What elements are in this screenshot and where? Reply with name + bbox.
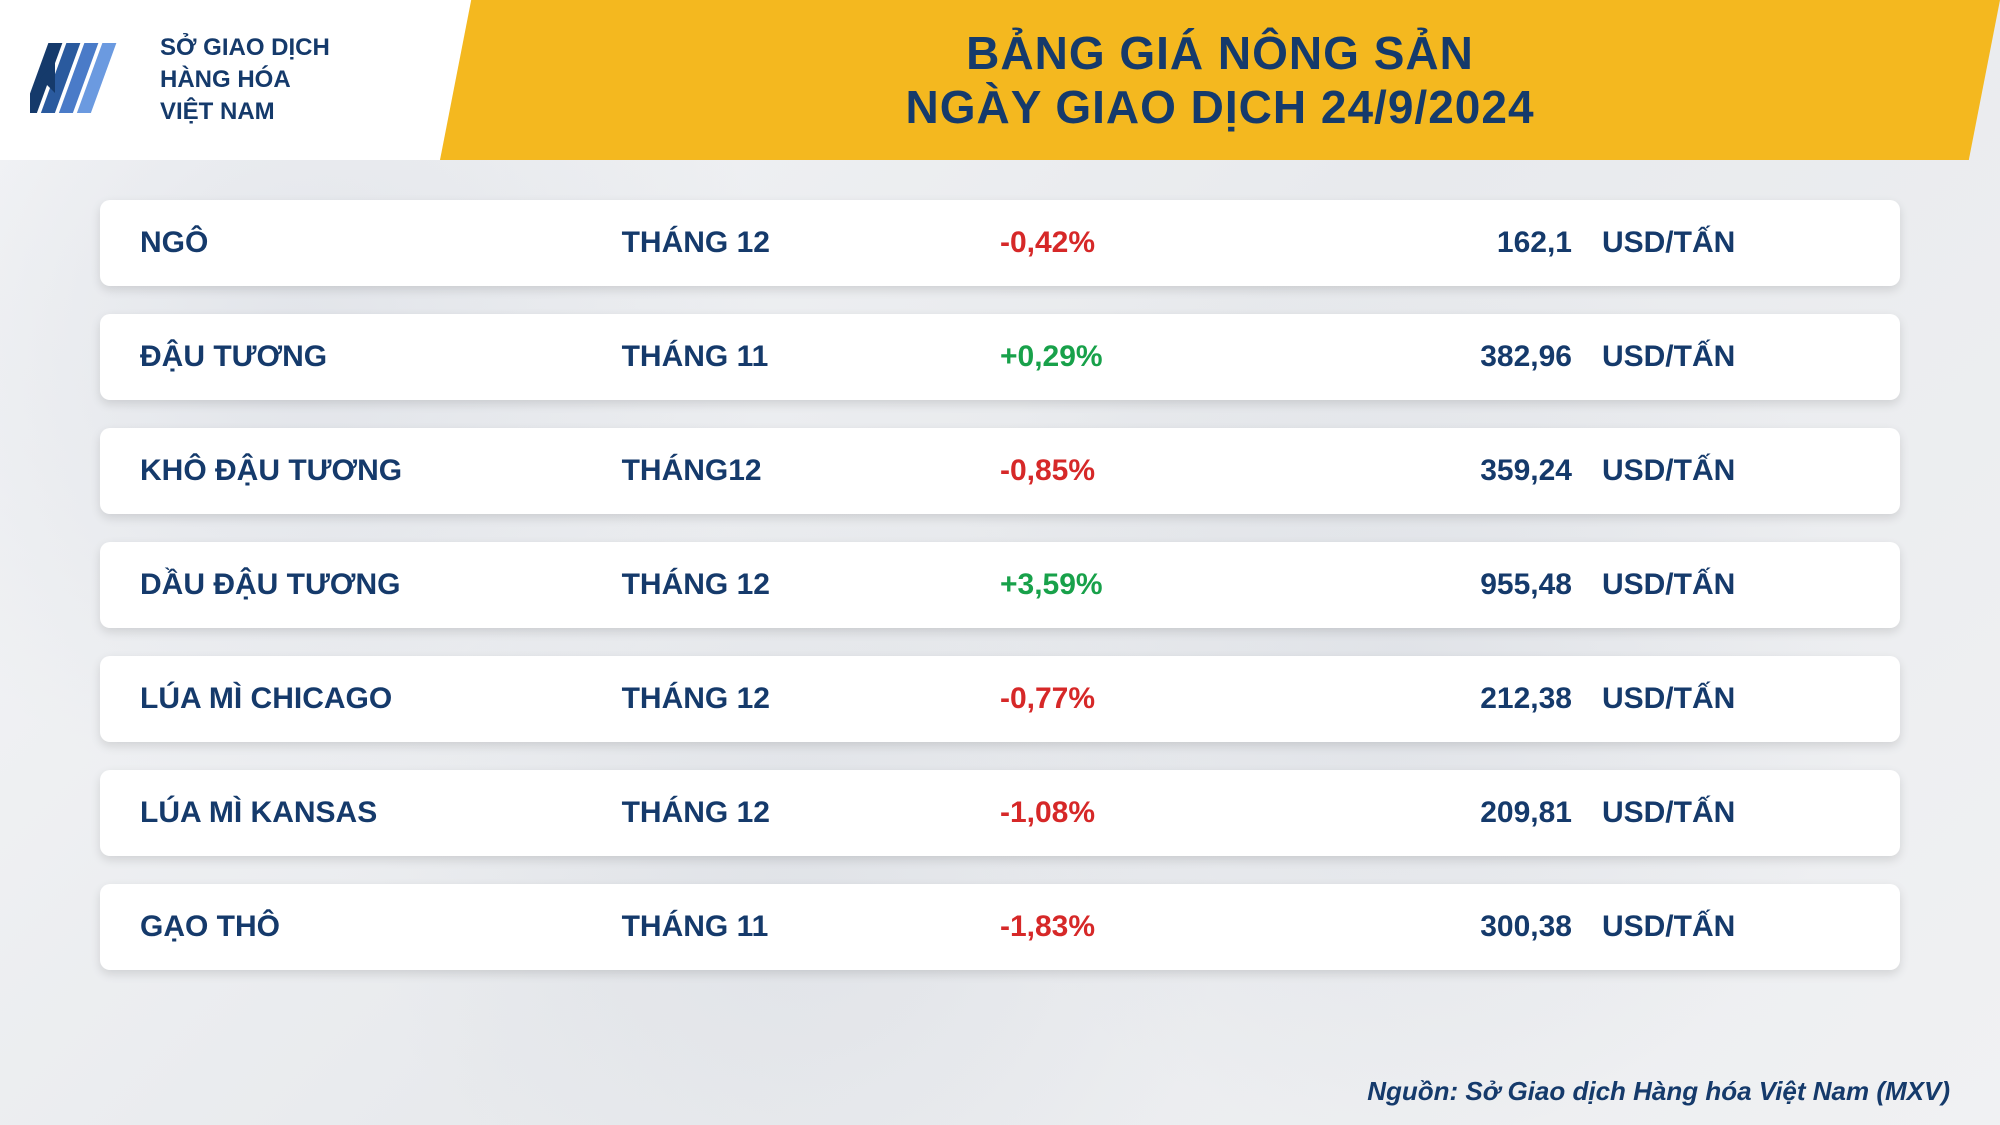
price: 212,38 bbox=[1310, 682, 1602, 716]
title-block: BẢNG GIÁ NÔNG SẢN NGÀY GIAO DỊCH 24/9/20… bbox=[440, 0, 2000, 160]
unit: USD/TẤN bbox=[1602, 796, 1860, 830]
contract-month: THÁNG 12 bbox=[622, 682, 1000, 716]
price: 209,81 bbox=[1310, 796, 1602, 830]
unit: USD/TẤN bbox=[1602, 340, 1860, 374]
contract-month: THÁNG 12 bbox=[622, 568, 1000, 602]
unit: USD/TẤN bbox=[1602, 568, 1860, 602]
contract-month: THÁNG 11 bbox=[622, 910, 1000, 944]
commodity-name: GẠO THÔ bbox=[140, 910, 622, 944]
pct-change: -0,77% bbox=[1000, 682, 1310, 716]
table-row: DẦU ĐẬU TƯƠNGTHÁNG 12+3,59%955,48USD/TẤN bbox=[100, 542, 1900, 628]
price: 300,38 bbox=[1310, 910, 1602, 944]
commodity-name: LÚA MÌ KANSAS bbox=[140, 796, 622, 830]
contract-month: THÁNG 12 bbox=[622, 226, 1000, 260]
pct-change: -0,85% bbox=[1000, 454, 1310, 488]
pct-change: -1,08% bbox=[1000, 796, 1310, 830]
title-line1: BẢNG GIÁ NÔNG SẢN bbox=[966, 26, 1474, 80]
table-row: LÚA MÌ CHICAGOTHÁNG 12-0,77%212,38USD/TẤ… bbox=[100, 656, 1900, 742]
contract-month: THÁNG12 bbox=[622, 454, 1000, 488]
pct-change: +0,29% bbox=[1000, 340, 1310, 374]
logo-block: SỞ GIAO DỊCH HÀNG HÓA VIỆT NAM bbox=[0, 0, 480, 160]
price: 382,96 bbox=[1310, 340, 1602, 374]
unit: USD/TẤN bbox=[1602, 454, 1860, 488]
mxv-logo-icon bbox=[30, 33, 140, 128]
logo-text: SỞ GIAO DỊCH HÀNG HÓA VIỆT NAM bbox=[160, 34, 330, 126]
commodity-name: KHÔ ĐẬU TƯƠNG bbox=[140, 454, 622, 488]
price-table: NGÔTHÁNG 12-0,42%162,1USD/TẤNĐẬU TƯƠNGTH… bbox=[0, 160, 2000, 990]
pct-change: -0,42% bbox=[1000, 226, 1310, 260]
unit: USD/TẤN bbox=[1602, 910, 1860, 944]
commodity-name: LÚA MÌ CHICAGO bbox=[140, 682, 622, 716]
header: SỞ GIAO DỊCH HÀNG HÓA VIỆT NAM BẢNG GIÁ … bbox=[0, 0, 2000, 160]
contract-month: THÁNG 12 bbox=[622, 796, 1000, 830]
commodity-name: NGÔ bbox=[140, 226, 622, 260]
commodity-name: ĐẬU TƯƠNG bbox=[140, 340, 622, 374]
table-row: LÚA MÌ KANSASTHÁNG 12-1,08%209,81USD/TẤN bbox=[100, 770, 1900, 856]
contract-month: THÁNG 11 bbox=[622, 340, 1000, 374]
unit: USD/TẤN bbox=[1602, 682, 1860, 716]
table-row: KHÔ ĐẬU TƯƠNGTHÁNG12-0,85%359,24USD/TẤN bbox=[100, 428, 1900, 514]
pct-change: +3,59% bbox=[1000, 568, 1310, 602]
logo-line1: SỞ GIAO DỊCH bbox=[160, 34, 330, 62]
title-line2: NGÀY GIAO DỊCH 24/9/2024 bbox=[905, 80, 1534, 134]
table-row: ĐẬU TƯƠNGTHÁNG 11+0,29%382,96USD/TẤN bbox=[100, 314, 1900, 400]
source-footer: Nguồn: Sở Giao dịch Hàng hóa Việt Nam (M… bbox=[1367, 1076, 1950, 1107]
table-row: GẠO THÔTHÁNG 11-1,83%300,38USD/TẤN bbox=[100, 884, 1900, 970]
logo-line3: VIỆT NAM bbox=[160, 98, 330, 126]
price: 359,24 bbox=[1310, 454, 1602, 488]
commodity-name: DẦU ĐẬU TƯƠNG bbox=[140, 568, 622, 602]
logo-line2: HÀNG HÓA bbox=[160, 66, 330, 94]
unit: USD/TẤN bbox=[1602, 226, 1860, 260]
table-row: NGÔTHÁNG 12-0,42%162,1USD/TẤN bbox=[100, 200, 1900, 286]
price: 162,1 bbox=[1310, 226, 1602, 260]
pct-change: -1,83% bbox=[1000, 910, 1310, 944]
price: 955,48 bbox=[1310, 568, 1602, 602]
